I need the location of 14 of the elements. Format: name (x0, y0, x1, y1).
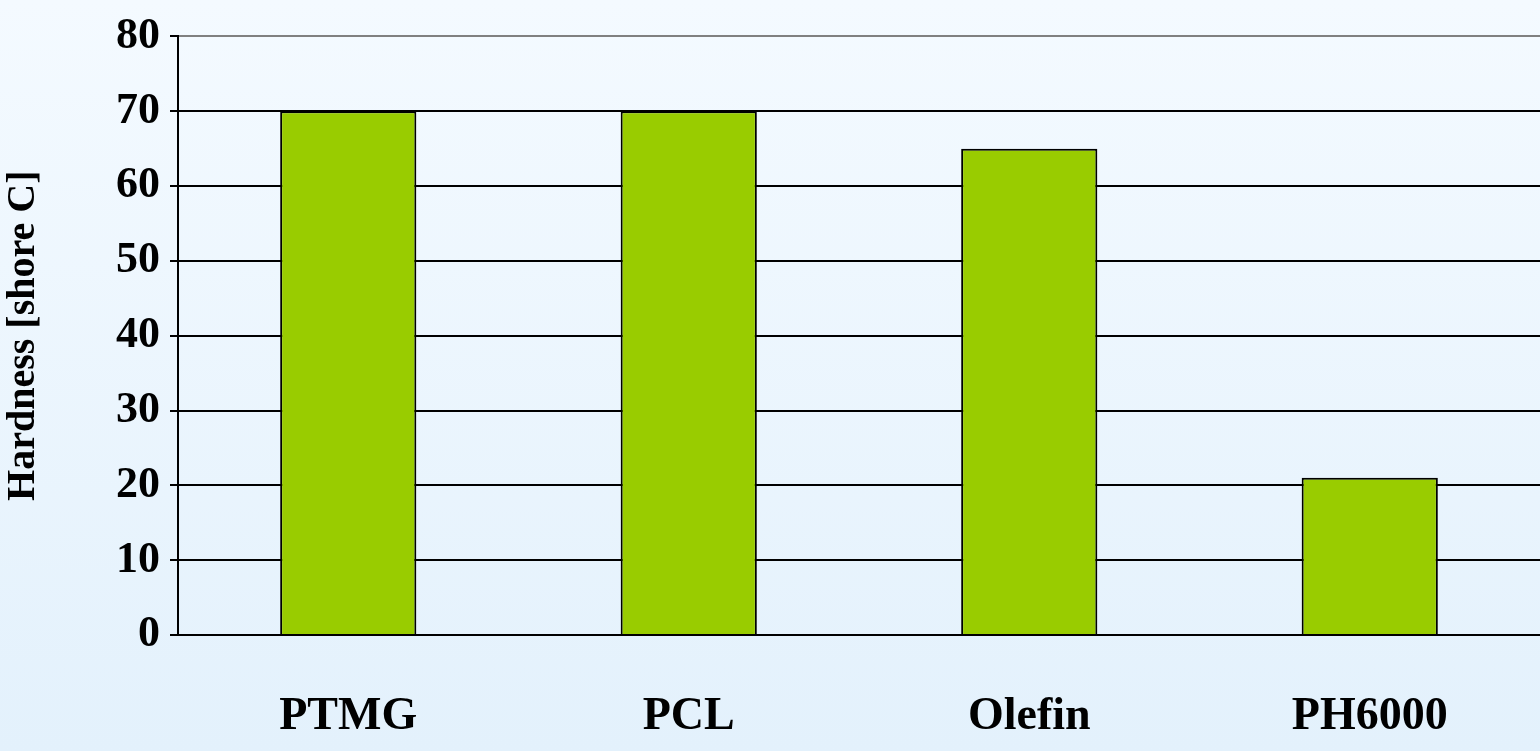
y-tick-label: 20 (116, 457, 160, 507)
y-tick-label: 30 (116, 382, 160, 432)
y-tick-label: 70 (116, 83, 160, 133)
y-tick-label: 10 (116, 532, 160, 582)
y-tick-label: 80 (116, 8, 160, 58)
x-tick-label: PTMG (279, 688, 418, 740)
y-tick-label: 60 (116, 158, 160, 208)
y-tick-label: 0 (138, 607, 160, 657)
y-tick-label: 50 (116, 233, 160, 283)
x-tick-label: PCL (642, 688, 735, 740)
y-axis-title: Hardness [shore C] (0, 170, 44, 501)
y-tick-label: 40 (116, 308, 160, 358)
x-tick-label: PH6000 (1291, 688, 1448, 740)
x-tick-label: Olefin (967, 688, 1091, 740)
